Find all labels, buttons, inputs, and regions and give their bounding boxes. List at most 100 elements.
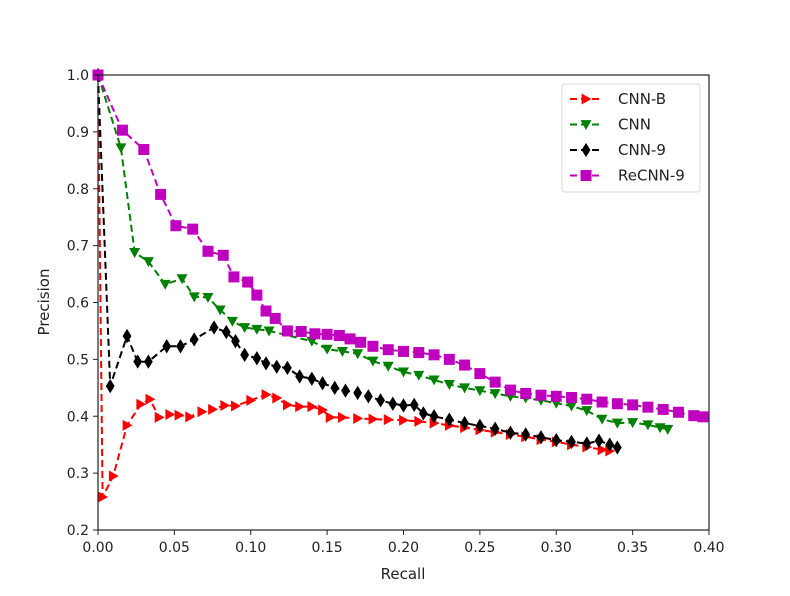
- triangle-down-marker: [474, 386, 486, 397]
- diamond-marker: [612, 440, 622, 455]
- series-line: [97, 74, 610, 498]
- triangle-right-marker: [197, 406, 208, 418]
- square-marker: [333, 329, 345, 341]
- square-marker: [627, 399, 639, 411]
- square-marker: [697, 411, 709, 423]
- diamond-marker: [444, 412, 454, 427]
- diamond-marker: [162, 339, 172, 354]
- x-tick-label: 0.05: [159, 540, 190, 556]
- triangle-down-marker: [321, 344, 333, 355]
- triangle-right-marker: [154, 411, 165, 423]
- y-tick-label: 0.9: [67, 125, 89, 141]
- diamond-marker: [475, 418, 485, 434]
- diamond-marker: [460, 415, 469, 431]
- y-tick-label: 0.3: [67, 466, 89, 482]
- triangle-right-marker: [338, 411, 348, 423]
- square-marker: [459, 359, 471, 371]
- diamond-marker: [144, 354, 153, 369]
- triangle-right-marker: [220, 399, 231, 411]
- diamond-marker: [231, 334, 240, 349]
- legend-label: CNN-9: [618, 141, 666, 159]
- diamond-marker: [307, 371, 317, 386]
- triangle-right-marker: [283, 399, 293, 411]
- diamond-marker: [283, 360, 292, 376]
- x-tick-label: 0.25: [464, 540, 495, 556]
- triangle-down-marker: [336, 347, 348, 357]
- triangle-right-marker: [246, 394, 257, 406]
- square-marker: [474, 368, 486, 380]
- legend-label: CNN: [618, 116, 651, 134]
- y-tick-label: 0.4: [67, 409, 89, 425]
- square-marker: [520, 388, 532, 399]
- square-marker: [116, 124, 128, 136]
- diamond-marker: [490, 421, 500, 436]
- x-tick-label: 0.15: [312, 540, 343, 556]
- diamond-marker: [429, 409, 439, 424]
- diamond-marker: [376, 393, 385, 408]
- diamond-marker: [418, 406, 428, 421]
- diamond-marker: [506, 425, 515, 440]
- square-marker: [580, 170, 592, 181]
- diamond-marker: [353, 385, 363, 401]
- square-marker: [187, 223, 199, 235]
- diamond-marker: [341, 383, 350, 398]
- triangle-right-marker: [353, 413, 364, 425]
- series-cnn-9: [93, 67, 622, 455]
- diamond-marker: [567, 434, 576, 449]
- triangle-down-marker: [611, 418, 623, 429]
- square-marker: [367, 340, 379, 352]
- triangle-right-marker: [185, 411, 196, 423]
- square-marker: [642, 401, 654, 413]
- legend-item-cnn: CNN: [570, 116, 651, 134]
- legend: CNN-B CNN CNN-9 ReCNN-9: [561, 83, 701, 193]
- triangle-down-marker: [239, 323, 251, 334]
- square-marker: [657, 403, 669, 415]
- triangle-right-marker: [174, 409, 185, 421]
- square-marker: [260, 305, 272, 317]
- diamond-marker: [605, 437, 615, 452]
- square-marker: [443, 353, 455, 365]
- triangle-right-marker: [429, 417, 440, 429]
- triangle-down-marker: [251, 324, 263, 335]
- triangle-right-marker: [231, 400, 241, 412]
- square-marker: [550, 390, 562, 402]
- triangle-down-marker: [188, 292, 200, 303]
- square-marker: [688, 410, 700, 422]
- square-marker: [202, 245, 214, 257]
- square-marker: [581, 393, 593, 405]
- triangle-right-marker: [597, 444, 608, 456]
- square-marker: [269, 312, 281, 324]
- triangle-down-marker: [428, 375, 440, 386]
- diamond-marker: [536, 430, 546, 445]
- square-marker: [489, 376, 501, 388]
- square-marker: [309, 328, 321, 340]
- triangle-down-marker: [580, 120, 592, 130]
- square-marker: [611, 398, 623, 410]
- square-marker: [504, 384, 516, 396]
- triangle-right-marker: [122, 419, 133, 431]
- diamond-marker: [330, 380, 340, 395]
- x-tick-label: 0.35: [617, 540, 648, 556]
- triangle-down-marker: [382, 361, 394, 372]
- square-marker: [344, 333, 356, 345]
- triangle-right-marker: [136, 398, 147, 410]
- plot-area: [92, 67, 709, 503]
- square-marker: [398, 345, 409, 357]
- triangle-down-marker: [459, 383, 471, 394]
- triangle-down-marker: [142, 257, 154, 268]
- x-tick-label: 0.40: [693, 540, 724, 556]
- diamond-marker: [133, 354, 143, 369]
- x-tick-label: 0.00: [82, 540, 113, 556]
- x-tick-label: 0.20: [388, 540, 419, 556]
- square-marker: [170, 220, 182, 232]
- triangle-down-marker: [115, 143, 127, 154]
- diamond-marker: [409, 397, 419, 413]
- triangle-right-marker: [318, 404, 329, 416]
- square-marker: [295, 326, 307, 338]
- square-marker: [355, 336, 367, 348]
- square-marker: [413, 347, 425, 359]
- diamond-marker: [594, 433, 604, 448]
- triangle-down-marker: [202, 292, 214, 303]
- triangle-down-marker: [413, 370, 425, 381]
